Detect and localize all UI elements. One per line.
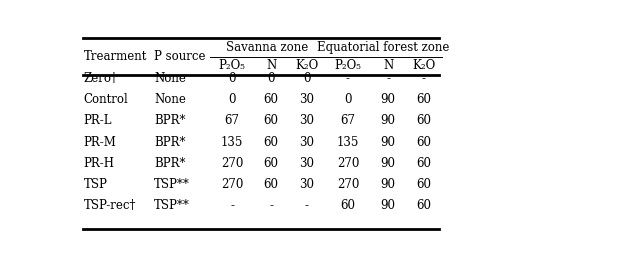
- Text: P₂O₅: P₂O₅: [219, 59, 245, 72]
- Text: 270: 270: [221, 178, 243, 191]
- Text: -: -: [304, 199, 308, 212]
- Text: BPR*: BPR*: [154, 157, 186, 170]
- Text: Zero†: Zero†: [84, 72, 118, 85]
- Text: 0: 0: [228, 93, 236, 106]
- Text: 60: 60: [416, 114, 431, 127]
- Text: TSP: TSP: [84, 178, 108, 191]
- Text: 90: 90: [381, 93, 396, 106]
- Text: 0: 0: [228, 72, 236, 85]
- Text: 270: 270: [221, 157, 243, 170]
- Text: 60: 60: [264, 93, 279, 106]
- Text: K₂O: K₂O: [412, 59, 435, 72]
- Text: 135: 135: [337, 136, 359, 149]
- Text: 0: 0: [344, 93, 352, 106]
- Text: Trearment: Trearment: [84, 50, 147, 63]
- Text: 90: 90: [381, 114, 396, 127]
- Text: 67: 67: [225, 114, 240, 127]
- Text: 270: 270: [337, 178, 359, 191]
- Text: 67: 67: [340, 114, 355, 127]
- Text: P source: P source: [154, 50, 206, 63]
- Text: 60: 60: [416, 157, 431, 170]
- Text: 60: 60: [416, 93, 431, 106]
- Text: BPR*: BPR*: [154, 114, 186, 127]
- Text: 60: 60: [264, 114, 279, 127]
- Text: -: -: [269, 199, 273, 212]
- Text: 30: 30: [299, 93, 314, 106]
- Text: 30: 30: [299, 157, 314, 170]
- Text: 30: 30: [299, 178, 314, 191]
- Text: N: N: [383, 59, 393, 72]
- Text: -: -: [386, 72, 390, 85]
- Text: 90: 90: [381, 178, 396, 191]
- Text: 90: 90: [381, 199, 396, 212]
- Text: -: -: [230, 199, 234, 212]
- Text: 60: 60: [416, 136, 431, 149]
- Text: 90: 90: [381, 136, 396, 149]
- Text: 60: 60: [416, 178, 431, 191]
- Text: P₂O₅: P₂O₅: [335, 59, 362, 72]
- Text: 90: 90: [381, 157, 396, 170]
- Text: 60: 60: [264, 136, 279, 149]
- Text: 60: 60: [416, 199, 431, 212]
- Text: 60: 60: [340, 199, 355, 212]
- Text: 60: 60: [264, 178, 279, 191]
- Text: 0: 0: [267, 72, 275, 85]
- Text: -: -: [346, 72, 350, 85]
- Text: N: N: [266, 59, 276, 72]
- Text: None: None: [154, 72, 186, 85]
- Text: 270: 270: [337, 157, 359, 170]
- Text: K₂O: K₂O: [295, 59, 318, 72]
- Text: 135: 135: [221, 136, 243, 149]
- Text: None: None: [154, 93, 186, 106]
- Text: TSP**: TSP**: [154, 178, 190, 191]
- Text: TSP**: TSP**: [154, 199, 190, 212]
- Text: 30: 30: [299, 136, 314, 149]
- Text: 60: 60: [264, 157, 279, 170]
- Text: PR-M: PR-M: [84, 136, 116, 149]
- Text: -: -: [421, 72, 425, 85]
- Text: PR-L: PR-L: [84, 114, 112, 127]
- Text: Equatorial forest zone: Equatorial forest zone: [317, 41, 450, 54]
- Text: 30: 30: [299, 114, 314, 127]
- Text: TSP-rec†: TSP-rec†: [84, 199, 136, 212]
- Text: Savanna zone: Savanna zone: [226, 41, 309, 54]
- Text: PR-H: PR-H: [84, 157, 114, 170]
- Text: BPR*: BPR*: [154, 136, 186, 149]
- Text: Control: Control: [84, 93, 128, 106]
- Text: 0: 0: [303, 72, 310, 85]
